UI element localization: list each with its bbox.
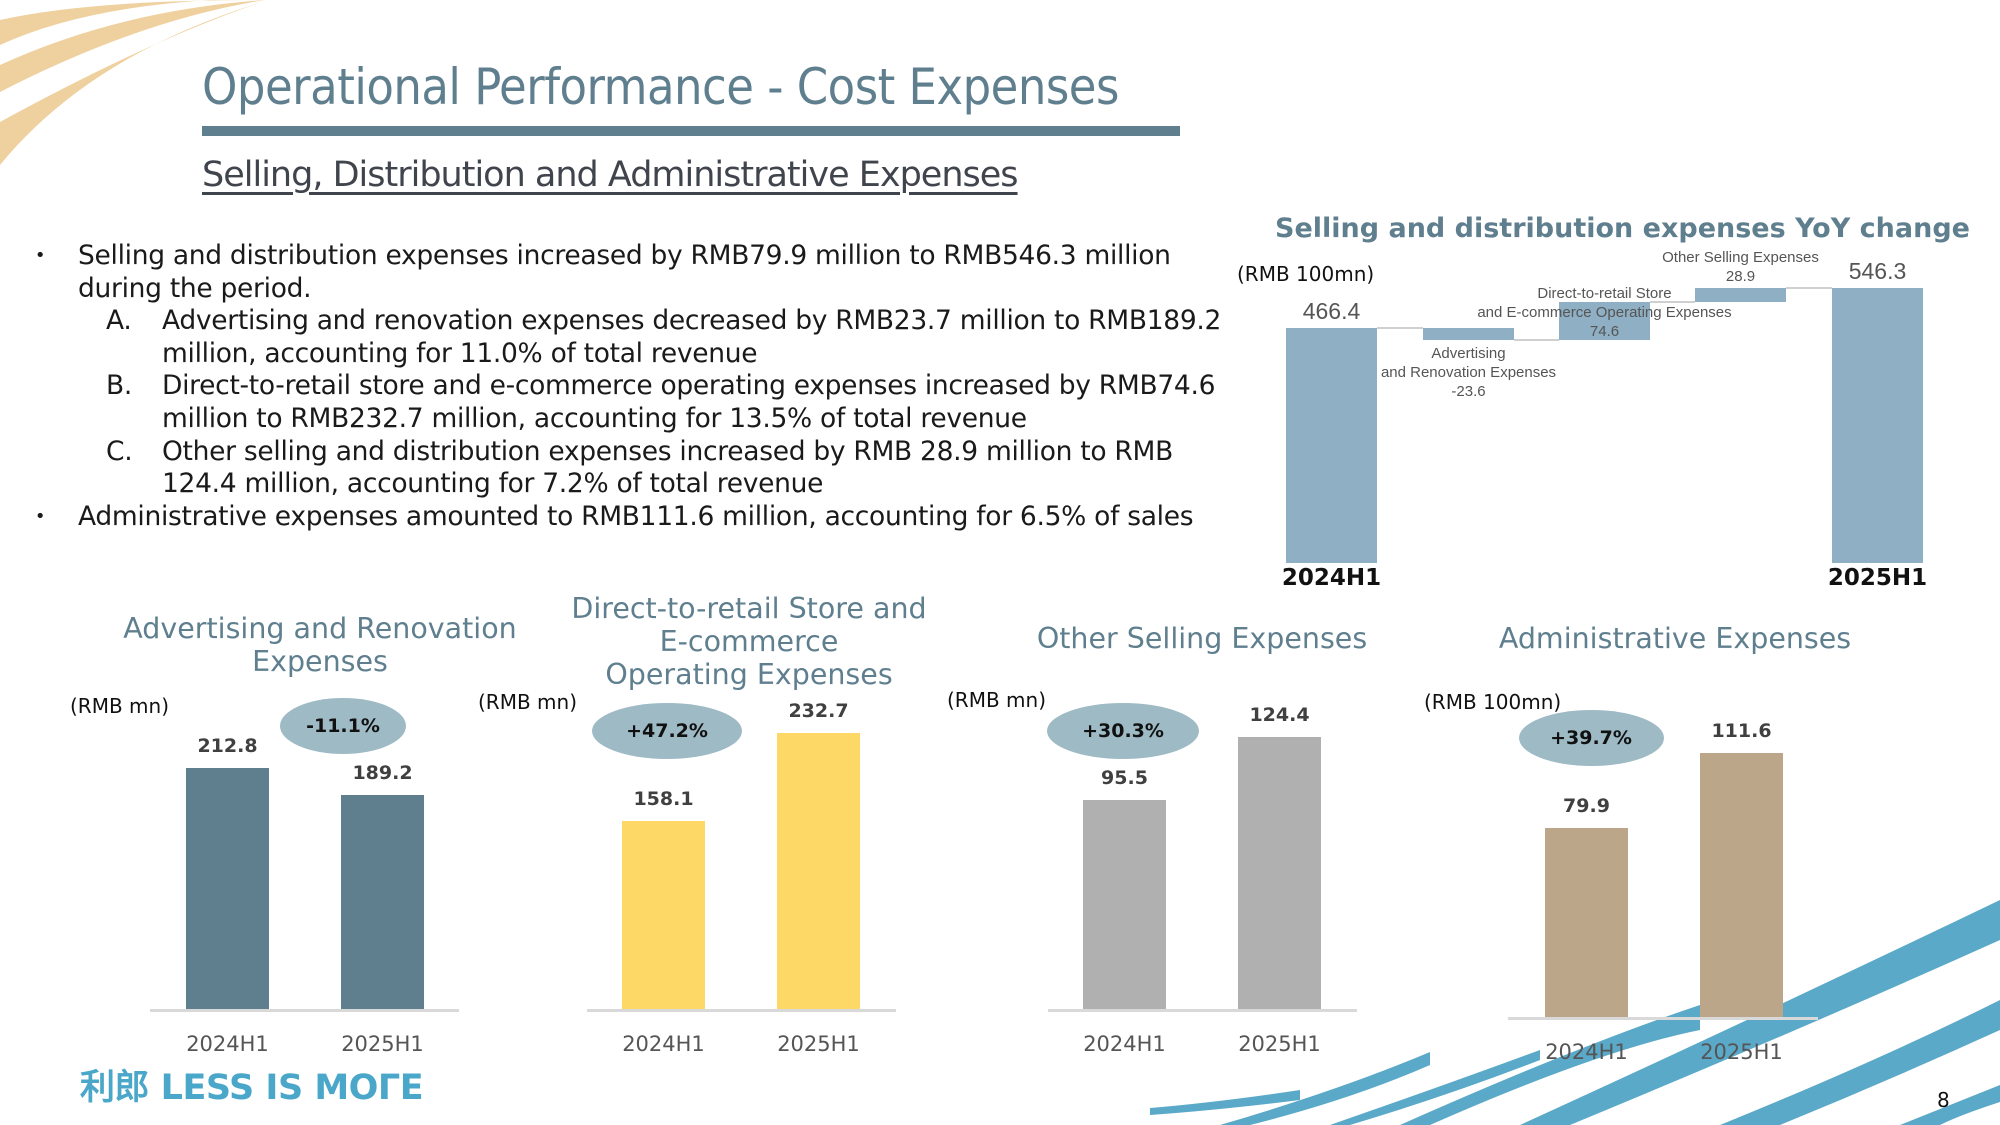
waterfall-x-label: 2025H1 — [1827, 565, 1928, 591]
waterfall-connector — [1514, 339, 1559, 342]
administrative-unit-label: (RMB 100mn) — [1424, 690, 1562, 714]
direct_retail-x-tick-label: 2025H1 — [777, 1032, 860, 1056]
other_selling-change-badge: +30.3% — [1047, 703, 1199, 759]
administrative-x-tick-label: 2025H1 — [1700, 1040, 1783, 1064]
waterfall-connector — [1650, 301, 1695, 304]
advertising-unit-label: (RMB mn) — [70, 694, 169, 718]
waterfall-connector — [1786, 286, 1832, 289]
sub-bullet-marker: C. — [106, 435, 133, 467]
advertising-x-axis — [150, 1009, 459, 1012]
bullet-marker: • — [34, 505, 46, 527]
waterfall-bar — [1286, 328, 1377, 563]
bullet-item: • Selling and distribution expenses incr… — [30, 240, 1230, 305]
bullet-marker: • — [34, 245, 46, 266]
other_selling-chart-title: Other Selling Expenses — [962, 622, 1442, 655]
advertising-value-label: 189.2 — [352, 761, 413, 784]
advertising-bar — [186, 767, 269, 1009]
company-logo: 利郎 LESS IS MOΓE — [80, 1068, 424, 1108]
sub-bullet-text: Direct-to-retail store and e-commerce op… — [162, 370, 1216, 434]
page-title: Operational Performance - Cost Expenses — [202, 58, 1119, 116]
other_selling-bar — [1083, 799, 1166, 1009]
waterfall-bar — [1423, 328, 1514, 341]
waterfall-chart-title: Selling and distribution expenses YoY ch… — [1275, 213, 1970, 244]
bullet-text: Selling and distribution expenses increa… — [78, 240, 1171, 304]
chart-title-line: Other Selling Expenses — [1036, 622, 1368, 655]
waterfall-bar — [1832, 287, 1923, 563]
sub-bullet-text: Advertising and renovation expenses decr… — [162, 305, 1222, 369]
chart-title-line: Advertising and Renovation — [123, 612, 517, 645]
direct_retail-change-badge: +47.2% — [592, 703, 742, 759]
other_selling-bar — [1238, 736, 1321, 1009]
advertising-bar — [341, 794, 424, 1009]
other_selling-x-tick-label: 2024H1 — [1083, 1032, 1166, 1056]
waterfall-value-label: 466.4 — [1302, 298, 1361, 325]
chart-title-line: Administrative Expenses — [1498, 622, 1852, 655]
sub-bullet-text: Other selling and distribution expenses … — [162, 435, 1173, 500]
administrative-value-label: 111.6 — [1711, 720, 1772, 743]
sub-bullet-item: A. Advertising and renovation expenses d… — [30, 305, 1230, 370]
advertising-chart-title: Advertising and Renovation Expenses — [80, 612, 560, 678]
waterfall-unit-label: (RMB 100mn) — [1237, 262, 1375, 286]
bullet-item: • Administrative expenses amounted to RM… — [30, 501, 1230, 534]
administrative-chart-title: Administrative Expenses — [1435, 622, 1915, 655]
waterfall-delta-label: Advertising and Renovation Expenses -23.… — [1380, 345, 1557, 401]
waterfall-bar — [1695, 287, 1786, 303]
advertising-x-tick-label: 2024H1 — [186, 1032, 269, 1056]
advertising-change-badge: -11.1% — [280, 698, 406, 754]
direct_retail-x-tick-label: 2024H1 — [622, 1032, 705, 1056]
advertising-x-tick-label: 2025H1 — [341, 1032, 424, 1056]
waterfall-x-label: 2024H1 — [1281, 565, 1382, 591]
title-underline-bar — [202, 126, 1180, 136]
administrative-bar — [1700, 753, 1783, 1017]
sub-bullet-item: B. Direct-to-retail store and e-commerce… — [30, 370, 1230, 435]
waterfall-value-label: 546.3 — [1848, 257, 1907, 284]
administrative-x-tick-label: 2024H1 — [1545, 1040, 1628, 1064]
direct_retail-bar — [777, 733, 860, 1009]
sub-bullet-marker: B. — [106, 370, 133, 402]
page-number: 8 — [1937, 1088, 1950, 1112]
chart-title-line: Expenses — [252, 645, 388, 678]
sub-bullet-marker: A. — [106, 305, 132, 337]
chart-title-line: Operating Expenses — [605, 658, 893, 691]
administrative-value-label: 79.9 — [1563, 795, 1610, 818]
administrative-x-axis — [1508, 1017, 1818, 1020]
bullet-list: • Selling and distribution expenses incr… — [30, 240, 1230, 533]
bullet-text: Administrative expenses amounted to RMB1… — [78, 500, 1194, 532]
other_selling-value-label: 95.5 — [1101, 766, 1148, 789]
other_selling-unit-label: (RMB mn) — [947, 688, 1046, 712]
chart-title-line: Direct-to-retail Store and — [571, 592, 927, 625]
administrative-change-badge: +39.7% — [1518, 710, 1664, 766]
other_selling-x-axis — [1048, 1009, 1357, 1012]
direct_retail-unit-label: (RMB mn) — [478, 690, 577, 714]
sub-bullet-item: C. Other selling and distribution expens… — [30, 436, 1230, 501]
chart-title-line: E-commerce — [659, 625, 839, 658]
direct_retail-chart-title: Direct-to-retail Store and E-commerce Oper… — [509, 592, 989, 691]
advertising-value-label: 212.8 — [197, 734, 258, 757]
section-subtitle: Selling, Distribution and Administrative… — [202, 155, 1019, 195]
waterfall-bar — [1559, 302, 1650, 341]
waterfall-delta-label: Direct-to-retail Store and E-commerce Op… — [1477, 285, 1732, 341]
direct_retail-value-label: 158.1 — [633, 788, 694, 811]
administrative-bar — [1545, 828, 1628, 1017]
waterfall-connector — [1377, 327, 1423, 330]
other_selling-x-tick-label: 2025H1 — [1238, 1032, 1321, 1056]
waterfall-delta-label: Other Selling Expenses 28.9 — [1662, 248, 1819, 285]
other_selling-value-label: 124.4 — [1249, 703, 1310, 726]
direct_retail-bar — [622, 821, 705, 1009]
direct_retail-x-axis — [587, 1009, 896, 1012]
direct_retail-value-label: 232.7 — [788, 700, 849, 723]
